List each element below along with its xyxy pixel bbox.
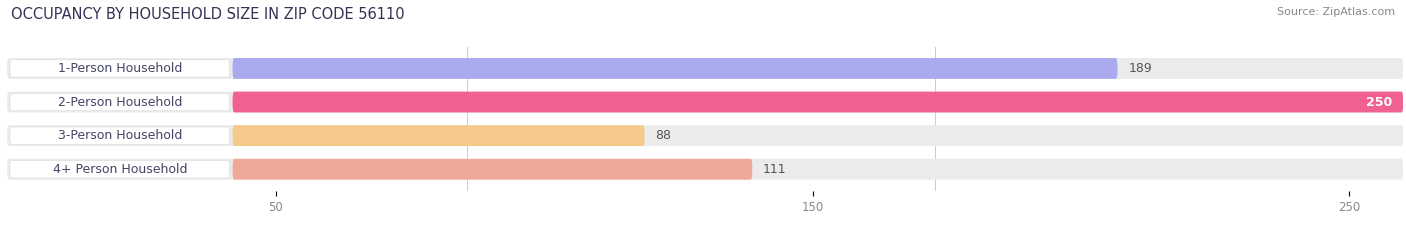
Text: 3-Person Household: 3-Person Household <box>58 129 181 142</box>
Text: 4+ Person Household: 4+ Person Household <box>52 163 187 176</box>
Text: 111: 111 <box>763 163 787 176</box>
FancyBboxPatch shape <box>7 58 1403 79</box>
FancyBboxPatch shape <box>7 92 1403 113</box>
FancyBboxPatch shape <box>10 60 229 77</box>
FancyBboxPatch shape <box>232 58 1118 79</box>
Text: 2-Person Household: 2-Person Household <box>58 96 181 109</box>
Text: 1-Person Household: 1-Person Household <box>58 62 181 75</box>
FancyBboxPatch shape <box>7 125 1403 146</box>
FancyBboxPatch shape <box>232 92 1403 113</box>
Text: 250: 250 <box>1367 96 1392 109</box>
Text: 88: 88 <box>655 129 671 142</box>
Text: OCCUPANCY BY HOUSEHOLD SIZE IN ZIP CODE 56110: OCCUPANCY BY HOUSEHOLD SIZE IN ZIP CODE … <box>11 7 405 22</box>
FancyBboxPatch shape <box>10 127 229 144</box>
FancyBboxPatch shape <box>7 159 1403 180</box>
FancyBboxPatch shape <box>232 125 644 146</box>
FancyBboxPatch shape <box>10 93 229 111</box>
Text: 189: 189 <box>1128 62 1152 75</box>
FancyBboxPatch shape <box>232 159 752 180</box>
FancyBboxPatch shape <box>10 161 229 178</box>
Text: Source: ZipAtlas.com: Source: ZipAtlas.com <box>1277 7 1395 17</box>
